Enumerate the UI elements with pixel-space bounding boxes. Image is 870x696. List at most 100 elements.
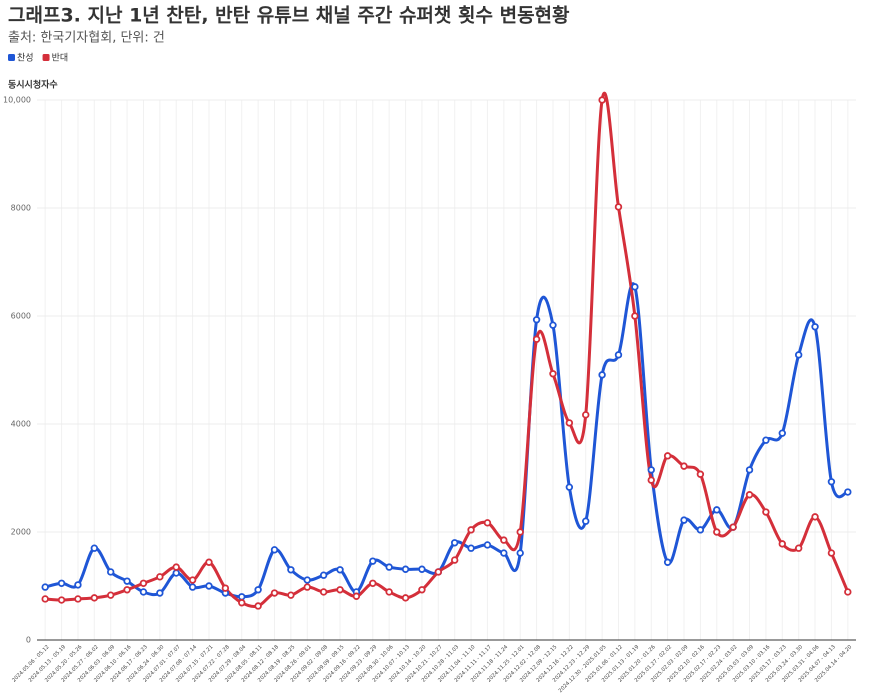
point	[90, 544, 99, 552]
point	[139, 579, 148, 587]
point	[319, 588, 328, 596]
point	[123, 586, 131, 594]
point	[123, 577, 131, 585]
point	[336, 566, 344, 574]
point	[287, 591, 295, 599]
point	[647, 476, 655, 484]
point	[352, 592, 361, 600]
legend-swatch	[8, 54, 15, 61]
point	[287, 566, 295, 574]
point	[696, 526, 705, 534]
point	[811, 323, 819, 331]
point	[90, 594, 99, 602]
point	[516, 528, 524, 536]
legend-label: 반대	[52, 53, 69, 64]
point	[582, 411, 590, 419]
point	[549, 321, 557, 329]
point	[303, 576, 311, 584]
y-tick-label: 6000	[11, 312, 31, 321]
point	[74, 581, 82, 589]
y-tick-label: 2000	[11, 528, 31, 537]
point	[680, 462, 688, 470]
point	[205, 558, 213, 566]
point	[221, 584, 230, 592]
point	[238, 599, 246, 607]
point	[778, 429, 786, 437]
point	[205, 582, 213, 590]
point	[713, 506, 721, 514]
point	[778, 540, 786, 548]
point	[762, 508, 770, 516]
point	[827, 478, 836, 486]
point	[745, 466, 754, 474]
point	[401, 565, 410, 573]
point	[844, 588, 852, 596]
point	[598, 96, 606, 104]
point	[450, 539, 459, 547]
y-tick-label: 4000	[11, 420, 31, 429]
point	[500, 536, 508, 544]
point	[614, 351, 623, 359]
point	[631, 312, 639, 320]
point	[631, 283, 639, 291]
legend-label: 찬성	[17, 53, 34, 64]
point	[549, 370, 557, 378]
point	[270, 589, 279, 597]
y-tick-label: 0	[26, 636, 31, 645]
point	[762, 436, 770, 444]
point	[254, 602, 262, 610]
point	[369, 579, 377, 587]
point	[582, 517, 590, 525]
point	[107, 568, 115, 576]
point	[57, 579, 66, 587]
point	[74, 595, 82, 603]
point	[139, 588, 148, 596]
point	[385, 563, 393, 571]
point	[418, 565, 426, 573]
point	[172, 569, 180, 577]
point	[41, 583, 49, 591]
y-tick-label: 8000	[11, 204, 31, 213]
point	[254, 586, 262, 594]
point	[418, 586, 426, 594]
point	[172, 563, 180, 571]
point	[713, 528, 721, 536]
point	[745, 491, 754, 499]
point	[729, 523, 737, 531]
point	[844, 488, 852, 496]
series-line	[45, 91, 850, 609]
point	[827, 549, 836, 557]
point	[319, 571, 328, 579]
point	[188, 576, 197, 584]
point	[532, 335, 541, 343]
point	[565, 419, 574, 427]
point	[483, 541, 492, 549]
point	[156, 589, 164, 597]
point	[336, 586, 344, 594]
point	[41, 595, 49, 603]
point	[188, 583, 197, 591]
y-axis-label: 동시시청자수	[8, 79, 58, 91]
legend-swatch	[42, 54, 50, 61]
point	[369, 557, 377, 565]
point	[238, 593, 246, 601]
point	[483, 519, 492, 527]
point	[467, 544, 475, 552]
point	[794, 544, 803, 552]
point	[532, 316, 541, 324]
point	[794, 351, 803, 359]
point	[270, 546, 279, 554]
point	[156, 573, 164, 581]
point	[565, 483, 574, 491]
point	[680, 516, 688, 524]
point	[500, 549, 508, 557]
series-line	[44, 282, 850, 599]
y-tick-label: 10,000	[3, 96, 31, 105]
point	[598, 371, 606, 379]
chart-title: 그래프3. 지난 1년 찬탄, 반탄 유튜브 채널 주간 슈퍼챗 횟수 변동현황	[8, 4, 570, 27]
point	[663, 558, 672, 566]
point	[107, 591, 115, 599]
point	[516, 549, 524, 557]
point	[467, 526, 475, 534]
